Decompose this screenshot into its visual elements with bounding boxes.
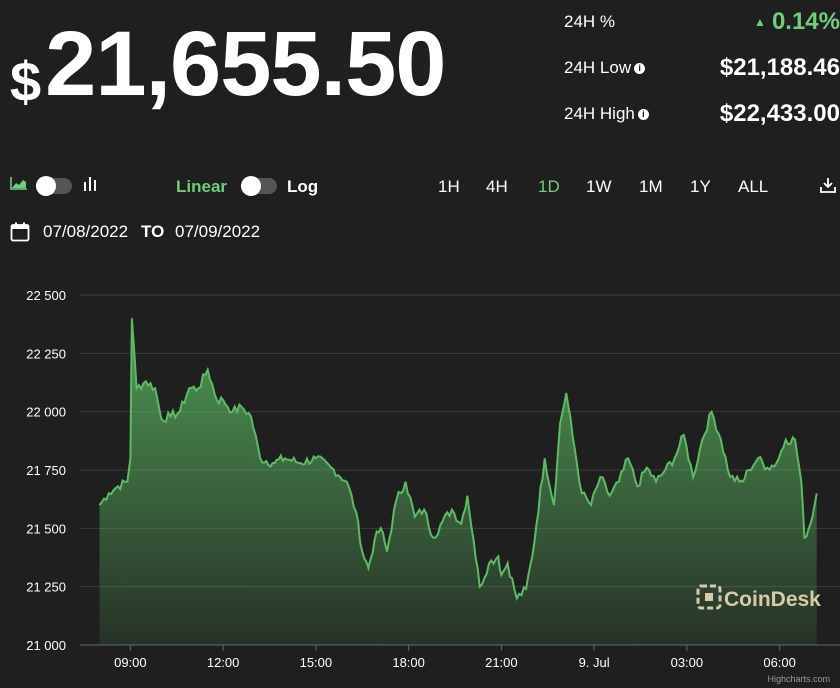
range-1y-button[interactable]: 1Y [690, 177, 711, 196]
download-icon[interactable] [819, 176, 837, 194]
scale-log-label[interactable]: Log [287, 177, 319, 196]
x-tick-label: 15:00 [300, 655, 333, 670]
series-area [99, 318, 817, 645]
y-tick-label: 21 000 [26, 638, 66, 653]
coindesk-logo-icon [696, 584, 722, 610]
range-4h-button[interactable]: 4H [486, 177, 508, 196]
stat-24h-high: 24H High i $22,433.00 [564, 100, 840, 146]
date-to-label: TO [141, 222, 165, 241]
currency-symbol: $ [10, 50, 42, 113]
stat-label: 24H % [564, 12, 615, 32]
chart-credits[interactable]: Highcharts.com [767, 674, 830, 684]
stat-label-text: 24H % [564, 12, 616, 31]
toggle-knob [36, 176, 56, 196]
stat-label-text: 24H Low [564, 58, 632, 77]
stat-value-text: 0.14% [771, 8, 840, 35]
y-tick-label: 21 750 [26, 463, 66, 478]
y-axis: 21 000 21 250 21 500 21 750 22 000 22 250 22 5… [26, 288, 66, 653]
toggle-knob [241, 176, 261, 196]
date-to-input[interactable] [175, 222, 265, 242]
price-value: 21,655.50 [45, 13, 446, 115]
time-range-selector: 1H 4H 1D 1W 1M 1Y ALL [438, 177, 768, 197]
price-stats: 24H % ▲ 0.14% 24H Low i $21,188.46 24H Hi… [564, 8, 840, 146]
calendar-icon[interactable] [10, 222, 30, 242]
series-line [98, 318, 818, 601]
stat-24h-change: 24H % ▲ 0.14% [564, 8, 840, 54]
x-tick-label: 21:00 [485, 655, 518, 670]
candlestick-chart-icon[interactable] [82, 176, 98, 192]
y-tick-label: 22 250 [26, 346, 66, 361]
scale-linear-label[interactable]: Linear [176, 177, 228, 196]
x-tick-label: 12:00 [207, 655, 240, 670]
watermark-text: CoinDesk [724, 588, 821, 611]
current-price: $ 21,655.50 [10, 13, 446, 118]
y-tick-label: 22 500 [26, 288, 66, 303]
y-tick-label: 21 500 [26, 521, 66, 536]
date-from-input[interactable] [43, 222, 133, 242]
price-chart[interactable]: 21 000 21 250 21 500 21 750 22 000 22 250 22 5… [0, 250, 840, 688]
stat-value: ▲ 0.14% [754, 8, 840, 36]
range-1w-button[interactable]: 1W [586, 177, 612, 196]
stat-label: 24H Low i [564, 58, 646, 78]
coindesk-watermark: CoinDesk [696, 584, 821, 611]
triangle-up-icon: ▲ [754, 15, 766, 29]
info-icon[interactable]: i [637, 108, 649, 120]
info-icon[interactable]: i [634, 62, 646, 74]
stat-label-text: 24H High [564, 104, 635, 123]
range-1d-button[interactable]: 1D [538, 177, 560, 196]
stat-value: $22,433.00 [719, 100, 840, 127]
chart-controls: Linear Log 1H 4H 1D 1W 1M 1Y ALL [0, 172, 840, 200]
range-all-button[interactable]: ALL [738, 177, 769, 196]
x-tick-label: 18:00 [392, 655, 425, 670]
x-axis: 09:00 12:00 15:00 18:00 21:00 9. Jul 03:00 06:0… [114, 645, 796, 670]
stat-24h-low: 24H Low i $21,188.46 [564, 54, 840, 100]
range-1h-button[interactable]: 1H [438, 177, 460, 196]
x-tick-label: 9. Jul [579, 655, 610, 670]
x-tick-label: 03:00 [671, 655, 704, 670]
stat-value: $21,188.46 [719, 54, 840, 81]
stat-label: 24H High i [564, 104, 649, 124]
range-1m-button[interactable]: 1M [639, 177, 663, 196]
y-tick-label: 22 000 [26, 405, 66, 420]
area-chart-icon[interactable] [10, 176, 28, 190]
x-tick-label: 06:00 [763, 655, 796, 670]
scale-toggle[interactable] [241, 176, 277, 196]
date-range: TO [0, 218, 300, 248]
y-tick-label: 21 250 [26, 580, 66, 595]
chart-type-toggle[interactable] [36, 176, 72, 196]
x-tick-label: 09:00 [114, 655, 147, 670]
